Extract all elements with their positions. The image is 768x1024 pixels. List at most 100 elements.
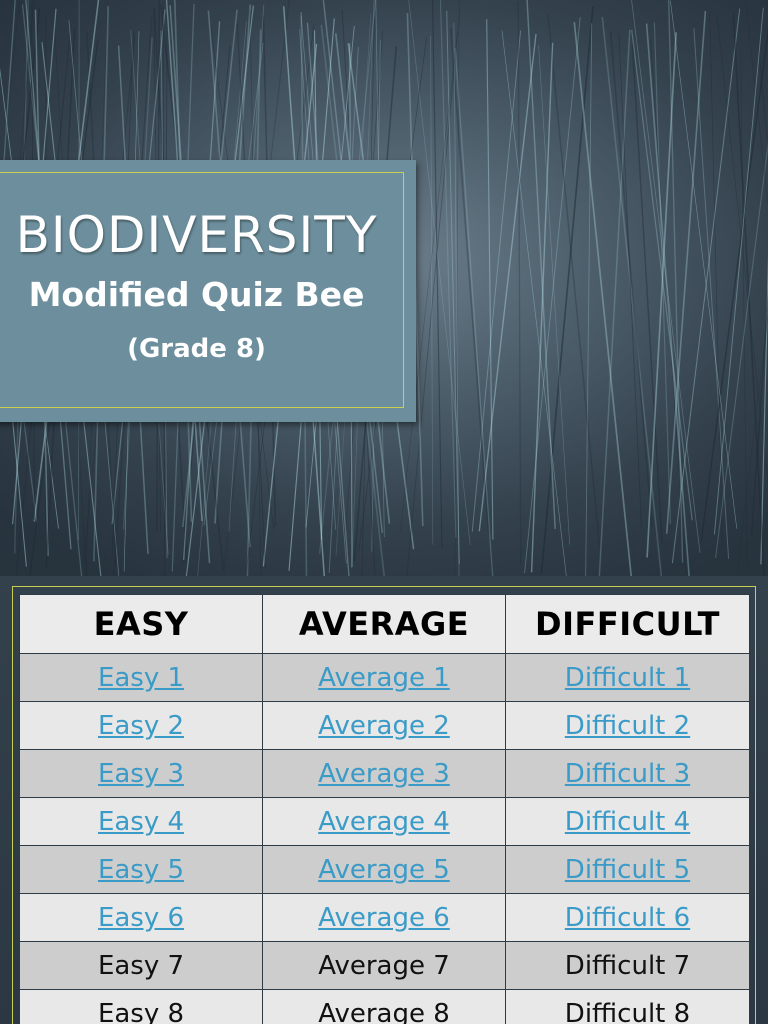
background-streak — [670, 0, 738, 529]
background-streak — [530, 42, 554, 573]
slide-title: BIODIVERSITY — [15, 206, 378, 264]
easy-6-link[interactable]: Easy 6 — [97, 902, 185, 933]
table-cell: Easy 1 — [19, 653, 263, 702]
easy-2-link[interactable]: Easy 2 — [97, 710, 185, 741]
average-2-link[interactable]: Average 2 — [318, 710, 450, 741]
background-streak — [715, 140, 768, 558]
table-cell: Difficult 7 — [505, 941, 750, 990]
background-streak — [540, 6, 594, 574]
table-row: Easy 6 Average 6 Difficult 6 — [19, 893, 750, 942]
difficult-1-link[interactable]: Difficult 1 — [564, 662, 691, 693]
background-streak — [631, 0, 701, 553]
table-row: Easy 1 Average 1 Difficult 1 — [19, 653, 750, 702]
background-streak — [406, 32, 458, 576]
background-streak — [524, 17, 581, 574]
table-cell: Easy 5 — [19, 845, 263, 894]
quiz-slide: EASY AVERAGE DIFFICULT Easy 1 Average 1 … — [0, 576, 768, 1024]
background-streak — [486, 19, 494, 540]
background-streak — [526, 0, 556, 530]
background-streak — [732, 13, 765, 576]
table-row: Easy 8 Average 8 Difficult 8 — [19, 989, 750, 1024]
background-streak — [601, 16, 663, 576]
background-streak — [736, 312, 768, 576]
background-streak — [668, 0, 684, 563]
difficult-7-label: Difficult 7 — [564, 950, 691, 981]
slide-subtitle: Modified Quiz Bee — [28, 275, 365, 314]
easy-5-link[interactable]: Easy 5 — [97, 854, 185, 885]
table-cell: Easy 8 — [19, 989, 263, 1024]
background-streak — [454, 0, 460, 576]
average-3-link[interactable]: Average 3 — [318, 758, 450, 789]
background-streak — [631, 29, 693, 521]
background-streak — [0, 0, 16, 227]
background-streak — [716, 12, 768, 486]
table-cell: Average 4 — [262, 797, 506, 846]
background-streak — [517, 1, 522, 566]
table-row: Easy 4 Average 4 Difficult 4 — [19, 797, 750, 846]
header-average: AVERAGE — [262, 594, 506, 654]
table-cell: Easy 6 — [19, 893, 263, 942]
easy-4-link[interactable]: Easy 4 — [97, 806, 185, 837]
background-streak — [653, 22, 671, 524]
table-cell: Average 7 — [262, 941, 506, 990]
table-cell: Difficult 8 — [505, 989, 750, 1024]
difficult-4-link[interactable]: Difficult 4 — [564, 806, 691, 837]
table-cell: Average 5 — [262, 845, 506, 894]
average-7-label: Average 7 — [318, 950, 450, 981]
easy-1-link[interactable]: Easy 1 — [97, 662, 185, 693]
difficult-3-link[interactable]: Difficult 3 — [564, 758, 691, 789]
background-streak — [598, 29, 631, 576]
title-box: BIODIVERSITY Modified Quiz Bee (Grade 8) — [0, 160, 416, 422]
background-streak — [665, 10, 707, 534]
table-cell: Difficult 5 — [505, 845, 750, 894]
background-streak — [713, 7, 764, 535]
difficult-2-link[interactable]: Difficult 2 — [564, 710, 691, 741]
quiz-table: EASY AVERAGE DIFFICULT Easy 1 Average 1 … — [19, 594, 750, 1024]
header-difficult: DIFFICULT — [505, 594, 750, 654]
background-streak — [693, 28, 730, 559]
difficult-6-link[interactable]: Difficult 6 — [564, 902, 691, 933]
background-streak — [501, 30, 567, 576]
background-streak — [700, 26, 768, 543]
table-cell: Difficult 3 — [505, 749, 750, 798]
table-row: Easy 3 Average 3 Difficult 3 — [19, 749, 750, 798]
difficult-8-label: Difficult 8 — [564, 998, 691, 1024]
background-streak — [471, 30, 522, 532]
average-1-link[interactable]: Average 1 — [318, 662, 450, 693]
background-streak — [446, 10, 460, 565]
table-header-row: EASY AVERAGE DIFFICULT — [19, 594, 750, 654]
easy-3-link[interactable]: Easy 3 — [97, 758, 185, 789]
average-8-label: Average 8 — [318, 998, 450, 1024]
average-4-link[interactable]: Average 4 — [318, 806, 450, 837]
background-streak — [454, 48, 494, 576]
table-row: Easy 7 Average 7 Difficult 7 — [19, 941, 750, 990]
background-streak — [745, 0, 768, 207]
table-cell: Easy 4 — [19, 797, 263, 846]
table-cell: Average 2 — [262, 701, 506, 750]
table-cell: Easy 7 — [19, 941, 263, 990]
difficult-5-link[interactable]: Difficult 5 — [564, 854, 691, 885]
background-streak — [0, 0, 20, 192]
background-streak — [573, 22, 633, 576]
table-cell: Easy 2 — [19, 701, 263, 750]
average-6-link[interactable]: Average 6 — [318, 902, 450, 933]
background-streak — [740, 49, 748, 565]
background-streak — [547, 14, 601, 547]
background-streak — [609, 31, 653, 527]
background-streak — [631, 42, 663, 545]
background-streak — [399, 6, 461, 533]
table-cell: Difficult 6 — [505, 893, 750, 942]
average-5-link[interactable]: Average 5 — [318, 854, 450, 885]
background-streak — [760, 254, 768, 565]
header-easy: EASY — [19, 594, 263, 654]
background-streak — [646, 32, 677, 558]
background-streak — [585, 23, 593, 576]
table-cell: Easy 3 — [19, 749, 263, 798]
table-cell: Average 6 — [262, 893, 506, 942]
background-streak — [478, 33, 537, 532]
grade-label: (Grade 8) — [127, 334, 266, 364]
table-row: Easy 5 Average 5 Difficult 5 — [19, 845, 750, 894]
background-streak — [618, 33, 642, 528]
title-frame: BIODIVERSITY Modified Quiz Bee (Grade 8) — [0, 172, 404, 408]
background-streak — [538, 44, 571, 545]
